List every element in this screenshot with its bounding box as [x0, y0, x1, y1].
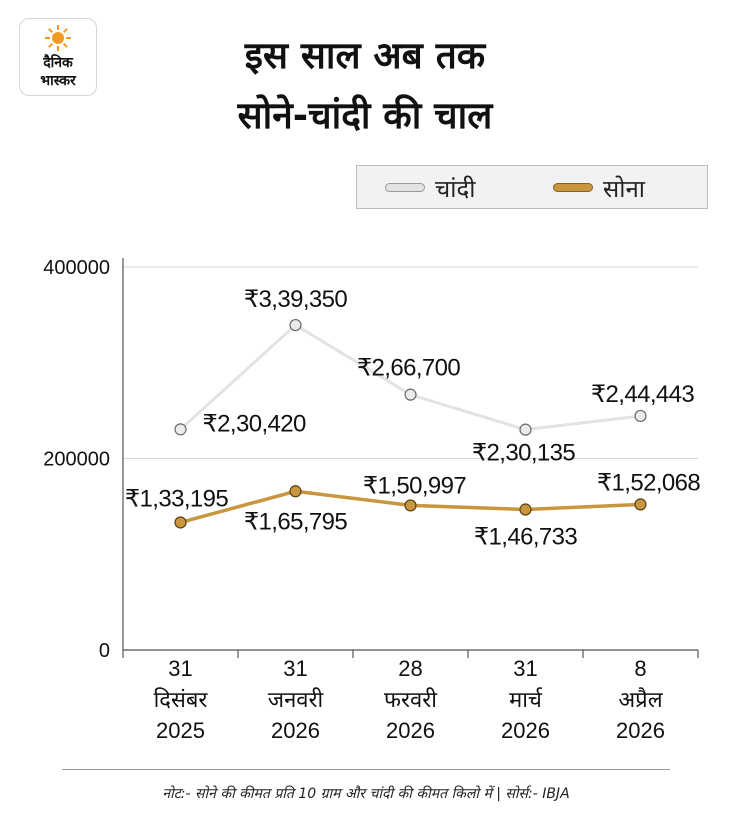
- x-tick-label: 8: [634, 656, 646, 681]
- x-tick-label: 2025: [156, 718, 205, 743]
- silver-data-point: [634, 409, 647, 423]
- dainik-bhaskar-logo: दैनिक भास्कर: [19, 18, 97, 96]
- gold-data-label: ₹1,46,733: [474, 524, 578, 551]
- gold-data-label: ₹1,65,795: [244, 508, 348, 535]
- x-tick-label: अप्रैल: [618, 687, 663, 712]
- x-tick-label: 31: [513, 656, 537, 681]
- x-tick-label: दिसंबर: [154, 687, 209, 712]
- gold-data-label: ₹1,50,997: [363, 472, 467, 499]
- footnote-divider: [62, 769, 670, 770]
- gold-data-point: [634, 498, 647, 511]
- x-tick-label: 2026: [271, 718, 320, 743]
- gold-data-point: [289, 485, 302, 498]
- y-tick-label: 200000: [43, 449, 110, 471]
- gold-data-label: ₹1,52,068: [597, 469, 701, 496]
- gold-data-point: [174, 516, 187, 529]
- x-tick-label: 31: [283, 656, 307, 681]
- logo-text-line1: दैनिक: [43, 55, 73, 71]
- x-tick-label: 28: [398, 656, 422, 681]
- x-tick-label: जनवरी: [268, 687, 324, 712]
- legend-label-gold: सोना: [603, 175, 645, 203]
- sun-icon: [45, 25, 71, 51]
- x-tick-label: 2026: [501, 718, 550, 743]
- x-tick-label: 2026: [386, 718, 435, 743]
- x-tick-label: मार्च: [509, 687, 543, 712]
- chart-title-line2: सोने-चांदी की चाल: [237, 94, 493, 137]
- silver-data-label: ₹2,30,135: [472, 440, 576, 467]
- y-tick-label: 400000: [43, 257, 110, 279]
- silver-data-label: ₹2,44,443: [591, 381, 695, 408]
- y-tick-label: 0: [99, 640, 110, 662]
- logo-text-line2: भास्कर: [40, 73, 76, 89]
- silver-data-point: [289, 318, 302, 332]
- chart-legend: चांदी सोना: [356, 165, 708, 209]
- silver-data-label: ₹3,39,350: [244, 286, 348, 313]
- gold-data-label: ₹1,33,195: [125, 485, 229, 512]
- gold-data-point: [519, 503, 532, 516]
- gold-data-point: [404, 499, 417, 512]
- chart-title-line1: इस साल अब तक: [244, 34, 486, 77]
- x-tick-label: 31: [168, 656, 192, 681]
- silver-data-point: [519, 423, 532, 436]
- x-tick-label: फरवरी: [384, 687, 437, 712]
- silver-data-point: [404, 388, 417, 401]
- silver-data-label: ₹2,66,700: [357, 355, 461, 382]
- legend-swatch-gold: [553, 183, 593, 192]
- footnote: नोट:- सोने की कीमत प्रति 10 ग्राम और चां…: [162, 786, 570, 802]
- legend-swatch-silver: [385, 183, 425, 192]
- legend-label-silver: चांदी: [435, 175, 476, 203]
- silver-data-point: [174, 423, 187, 436]
- silver-data-label: ₹2,30,420: [203, 410, 307, 437]
- x-tick-label: 2026: [616, 718, 665, 743]
